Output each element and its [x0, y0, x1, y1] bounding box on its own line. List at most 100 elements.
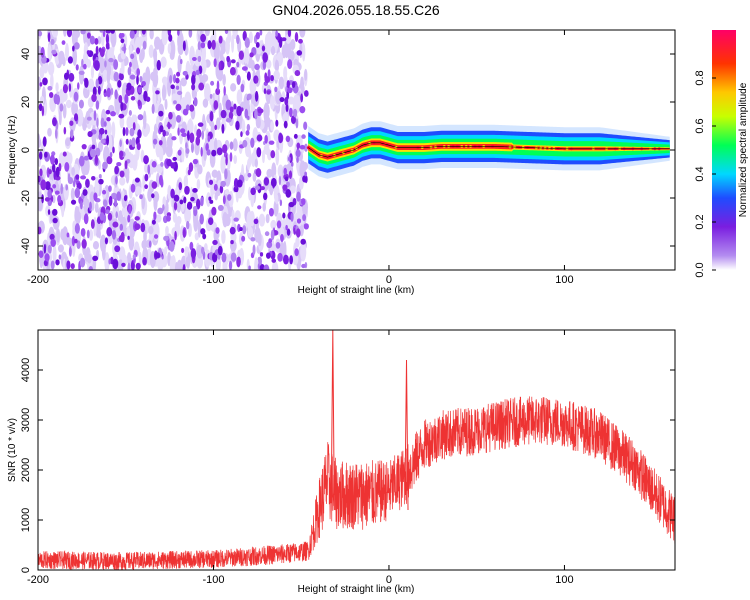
- noise-blob: [195, 136, 201, 146]
- noise-blob: [181, 247, 185, 254]
- noise-blob: [55, 259, 60, 266]
- noise-blob: [54, 175, 61, 181]
- noise-blob: [121, 262, 126, 267]
- noise-blob: [132, 122, 136, 131]
- signal-ridge-band: [308, 140, 670, 160]
- noise-blob: [233, 217, 239, 222]
- noise-speckle: [274, 59, 280, 73]
- noise-blob: [120, 38, 125, 44]
- noise-blob: [296, 50, 303, 56]
- noise-blob: [74, 187, 81, 199]
- noise-blob: [114, 165, 119, 175]
- noise-blob: [68, 72, 75, 82]
- noise-speckle: [58, 109, 62, 126]
- noise-speckle: [134, 186, 142, 196]
- noise-speckle: [202, 98, 209, 108]
- noise-speckle: [65, 99, 72, 109]
- noise-blob: [188, 30, 193, 38]
- noise-blob: [242, 139, 248, 148]
- noise-blob: [298, 38, 303, 44]
- noise-blob: [240, 83, 245, 93]
- noise-blob: [200, 33, 207, 43]
- noise-blob: [127, 66, 132, 76]
- noise-speckle: [141, 47, 145, 60]
- noise-blob: [198, 82, 205, 91]
- noise-blob: [168, 111, 173, 120]
- noise-speckle: [47, 44, 52, 62]
- noise-speckle: [164, 246, 168, 255]
- noise-blob: [206, 149, 211, 156]
- noise-blob: [130, 96, 136, 101]
- noise-blob: [246, 123, 251, 132]
- noise-blob: [222, 144, 228, 154]
- noise-speckle: [176, 259, 183, 270]
- noise-speckle: [134, 241, 140, 253]
- noise-speckle: [282, 112, 290, 124]
- noise-blob: [155, 90, 160, 95]
- noise-blob: [290, 161, 294, 167]
- noise-speckle: [289, 50, 295, 61]
- noise-blob: [176, 90, 183, 96]
- noise-blob: [55, 94, 61, 105]
- noise-blob: [193, 97, 198, 107]
- noise-blob: [169, 241, 175, 252]
- noise-blob: [246, 93, 252, 100]
- noise-blob: [250, 237, 256, 242]
- noise-blob: [238, 50, 244, 60]
- noise-blob: [73, 91, 79, 102]
- noise-speckle: [295, 236, 300, 248]
- noise-blob: [98, 133, 102, 141]
- noise-blob: [230, 252, 237, 262]
- noise-speckle: [72, 47, 78, 66]
- noise-blob: [59, 103, 64, 112]
- noise-blob: [229, 106, 234, 113]
- noise-blob: [102, 189, 107, 195]
- noise-blob: [141, 30, 146, 35]
- noise-blob: [220, 180, 227, 188]
- noise-blob: [177, 30, 180, 36]
- noise-speckle: [82, 122, 87, 131]
- noise-blob: [219, 185, 224, 194]
- noise-blob: [207, 40, 212, 50]
- noise-blob: [105, 30, 111, 34]
- noise-blob: [216, 80, 220, 91]
- noise-blob: [270, 229, 275, 241]
- noise-blob: [64, 162, 70, 172]
- noise-blob: [217, 245, 223, 256]
- noise-blob: [137, 114, 144, 121]
- noise-blob: [79, 257, 86, 268]
- noise-blob: [105, 209, 110, 214]
- noise-speckle: [233, 154, 238, 165]
- noise-blob: [94, 154, 99, 166]
- noise-blob: [112, 258, 119, 270]
- noise-blob: [175, 85, 180, 90]
- noise-speckle: [204, 83, 211, 102]
- noise-blob: [196, 128, 202, 139]
- noise-blob: [276, 220, 282, 229]
- noise-blob: [294, 248, 299, 257]
- noise-blob: [68, 246, 72, 257]
- noise-blob: [67, 56, 73, 64]
- spectrogram-marks: [38, 30, 670, 270]
- noise-blob: [50, 260, 55, 270]
- noise-speckle: [121, 190, 125, 199]
- noise-blob: [113, 59, 119, 70]
- noise-blob: [152, 138, 158, 145]
- noise-blob: [122, 126, 126, 137]
- noise-blob: [93, 110, 97, 121]
- noise-blob: [197, 55, 202, 63]
- noise-blob: [190, 196, 195, 202]
- noise-blob: [86, 116, 92, 121]
- noise-speckle: [88, 229, 94, 241]
- noise-speckle: [265, 213, 270, 224]
- noise-speckle: [52, 30, 59, 38]
- noise-speckle: [104, 252, 110, 270]
- noise-blob: [142, 256, 147, 266]
- noise-blob: [254, 185, 261, 191]
- noise-blob: [153, 211, 157, 221]
- noise-blob: [195, 198, 201, 210]
- noise-blob: [128, 109, 132, 116]
- noise-blob: [182, 40, 186, 51]
- noise-blob: [54, 157, 59, 166]
- noise-blob: [250, 137, 255, 148]
